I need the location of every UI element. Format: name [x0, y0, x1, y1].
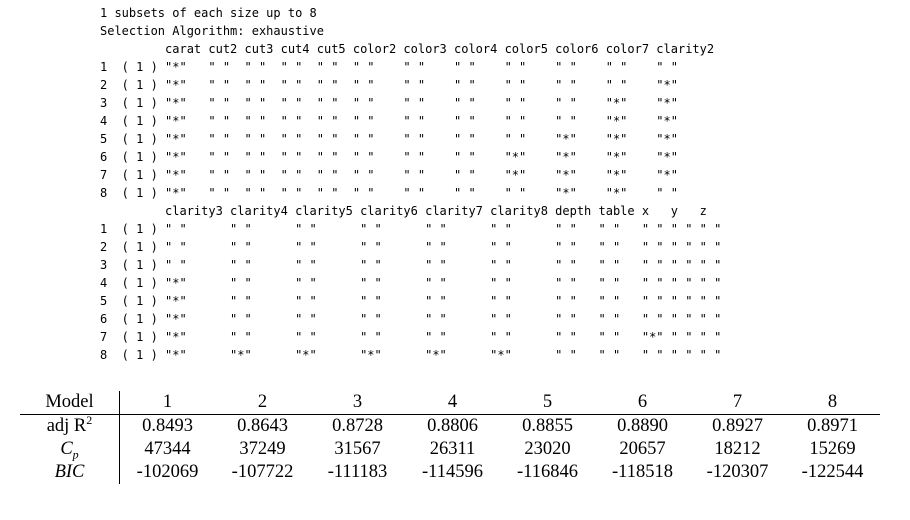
table-cell: -114596 — [422, 462, 483, 482]
console-line: 8 ( 1 ) "*" " " " " " " " " " " " " " " … — [100, 186, 715, 200]
row-label: Cp — [20, 438, 120, 461]
model-number: 4 — [405, 391, 500, 415]
console-line: 3 ( 1 ) " " " " " " " " " " " " " " " " … — [100, 258, 722, 272]
table-cell: -102069 — [136, 462, 199, 482]
console-line: 2 ( 1 ) " " " " " " " " " " " " " " " " … — [100, 240, 722, 254]
console-line: 1 ( 1 ) "*" " " " " " " " " " " " " " " … — [100, 60, 715, 74]
table-row: adj R2 0.8493 0.8643 0.8728 0.8806 0.8855 0.88… — [20, 412, 880, 438]
console-line: 8 ( 1 ) "*" "*" "*" "*" "*" "*" " " " " … — [100, 348, 722, 362]
console-line: 1 subsets of each size up to 8 — [100, 6, 317, 20]
console-line: carat cut2 cut3 cut4 cut5 color2 color3 … — [100, 42, 715, 56]
table-cell: 37249 — [239, 439, 286, 459]
model-number: 7 — [690, 391, 785, 415]
row-label-subscript: p — [72, 447, 79, 462]
table-row: BIC -102069 -107722 -111183 -114596 -116846 -1… — [20, 461, 880, 484]
table-row: Cp 47344 37249 31567 26311 23020 20657 18212 152… — [20, 438, 880, 461]
table-cell: 26311 — [429, 439, 476, 459]
console-line: 7 ( 1 ) "*" " " " " " " " " " " " " " " … — [100, 168, 715, 182]
console-line: 2 ( 1 ) "*" " " " " " " " " " " " " " " … — [100, 78, 715, 92]
table-cell: 0.8971 — [807, 416, 858, 436]
table-cell: 0.8927 — [712, 416, 763, 436]
table-cell: 0.8855 — [522, 416, 573, 436]
model-number: 2 — [215, 391, 310, 415]
model-number: 3 — [310, 391, 405, 415]
table-cell: 47344 — [144, 439, 191, 459]
console-line: 1 ( 1 ) " " " " " " " " " " " " " " " " … — [100, 222, 722, 236]
console-line: 6 ( 1 ) "*" " " " " " " " " " " " " " " … — [100, 150, 715, 164]
table-cell: 31567 — [334, 439, 381, 459]
table-cell: -122544 — [801, 462, 864, 482]
r-console-output: 1 subsets of each size up to 8 Selection … — [100, 4, 721, 364]
model-summary-table: Model 1 2 3 4 5 6 7 8 adj R2 0.8493 0.8643… — [20, 391, 880, 484]
row-label: adj R2 — [20, 412, 120, 438]
table-cell: -118518 — [612, 462, 673, 482]
row-label-text: C — [60, 439, 73, 459]
table-header-row: Model 1 2 3 4 5 6 7 8 — [20, 391, 880, 415]
row-label-text: BIC — [54, 462, 85, 482]
table-cell: 0.8728 — [332, 416, 383, 436]
console-line: 4 ( 1 ) "*" " " " " " " " " " " " " " " … — [100, 276, 722, 290]
model-number: 8 — [785, 391, 880, 415]
table-cell: -116846 — [517, 462, 578, 482]
table-cell: 15269 — [809, 439, 856, 459]
table-cell: 0.8890 — [617, 416, 668, 436]
table-cell: 0.8493 — [142, 416, 193, 436]
table-cell: -120307 — [706, 462, 769, 482]
table-cell: -111183 — [327, 462, 388, 482]
console-line: 4 ( 1 ) "*" " " " " " " " " " " " " " " … — [100, 114, 715, 128]
table-cell: 0.8806 — [427, 416, 478, 436]
header-label: Model — [20, 391, 120, 415]
row-label-superscript: 2 — [86, 412, 93, 427]
console-line: 5 ( 1 ) "*" " " " " " " " " " " " " " " … — [100, 294, 722, 308]
table-cell: -107722 — [231, 462, 294, 482]
console-line: 6 ( 1 ) "*" " " " " " " " " " " " " " " … — [100, 312, 722, 326]
model-number: 1 — [119, 391, 215, 415]
row-label: BIC — [20, 461, 120, 484]
table-cell: 18212 — [714, 439, 761, 459]
table-cell: 20657 — [619, 439, 666, 459]
table-cell: 0.8643 — [237, 416, 288, 436]
model-number: 5 — [500, 391, 595, 415]
row-label-text: adj R — [46, 416, 87, 436]
console-line: clarity3 clarity4 clarity5 clarity6 clar… — [100, 204, 722, 218]
console-line: 3 ( 1 ) "*" " " " " " " " " " " " " " " … — [100, 96, 715, 110]
console-line: 7 ( 1 ) "*" " " " " " " " " " " " " " " … — [100, 330, 722, 344]
model-number: 6 — [595, 391, 690, 415]
console-line: 5 ( 1 ) "*" " " " " " " " " " " " " " " … — [100, 132, 715, 146]
table-cell: 23020 — [524, 439, 571, 459]
console-line: Selection Algorithm: exhaustive — [100, 24, 324, 38]
